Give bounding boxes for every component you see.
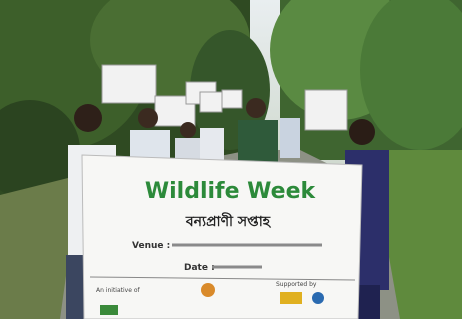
- banner: Wildlife Week বন্যপ্রাণী সপ্তাহ Venue : …: [82, 155, 362, 319]
- date-label: Date :: [184, 263, 215, 273]
- photo: Wildlife Week বন্যপ্রাণী সপ্তাহ Venue : …: [0, 0, 462, 319]
- logo: [201, 283, 215, 297]
- banner-title: Wildlife Week: [145, 179, 317, 204]
- initiative-label: An initiative of: [96, 287, 140, 294]
- venue-label: Venue :: [132, 241, 170, 251]
- logo: [280, 292, 302, 304]
- banner-subtitle: বন্যপ্রাণী সপ্তাহ: [185, 212, 272, 230]
- logo: [312, 292, 324, 304]
- logo: [100, 305, 118, 315]
- support-label: Supported by: [276, 281, 317, 288]
